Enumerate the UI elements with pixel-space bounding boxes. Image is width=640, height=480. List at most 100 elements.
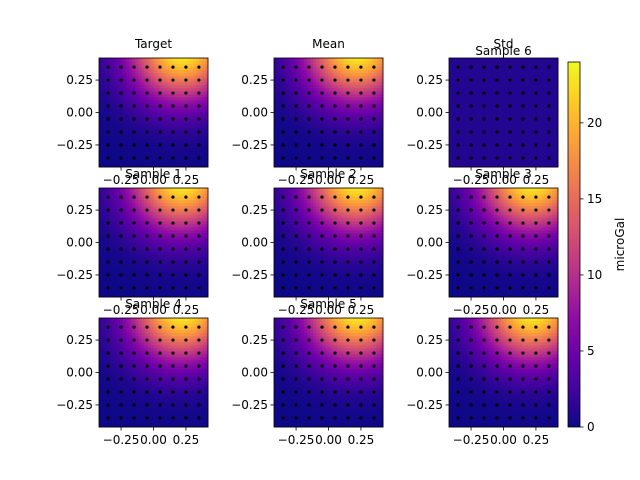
heatmap-cell	[198, 136, 203, 141]
heatmap-cell	[539, 157, 544, 162]
heatmap-cell	[165, 227, 170, 231]
heatmap-cell	[379, 88, 384, 92]
heatmap-cell	[135, 124, 139, 129]
observation-point	[372, 143, 376, 147]
heatmap-cell	[310, 88, 314, 92]
heatmap-cell	[334, 148, 338, 153]
heatmap-cell	[186, 67, 191, 71]
heatmap-cell	[147, 145, 151, 150]
heatmap-cell	[310, 70, 314, 74]
heatmap-cell	[99, 91, 103, 95]
heatmap-cell	[376, 145, 381, 150]
heatmap-cell	[367, 157, 372, 162]
heatmap-cell	[153, 212, 157, 216]
heatmap-cell	[117, 103, 121, 107]
heatmap-cell	[509, 115, 513, 119]
heatmap-cell	[114, 191, 118, 195]
heatmap-cell	[99, 212, 103, 216]
heatmap-cell	[129, 215, 133, 219]
heatmap-cell	[289, 139, 293, 144]
heatmap-cell	[319, 115, 323, 119]
heatmap-cell	[165, 64, 170, 68]
heatmap-cell	[111, 293, 115, 298]
heatmap-cell	[126, 73, 130, 77]
observation-point	[495, 65, 499, 69]
heatmap-cell	[180, 97, 185, 101]
heatmap-cell	[150, 136, 154, 141]
heatmap-cell	[370, 157, 375, 162]
heatmap-cell	[328, 79, 332, 83]
heatmap-cell	[168, 215, 173, 219]
heatmap-cell	[506, 115, 510, 119]
heatmap-cell	[542, 148, 547, 153]
heatmap-cell	[105, 230, 109, 234]
heatmap-cell	[491, 121, 495, 126]
heatmap-cell	[506, 61, 510, 65]
heatmap-cell	[449, 73, 453, 77]
heatmap-cell	[467, 58, 471, 62]
observation-point	[534, 117, 538, 121]
heatmap-cell	[135, 200, 139, 204]
heatmap-cell	[521, 67, 526, 71]
heatmap-cell	[120, 200, 124, 204]
heatmap-cell	[545, 157, 550, 162]
heatmap-cell	[331, 112, 335, 116]
heatmap-cell	[455, 97, 459, 101]
heatmap-cell	[328, 64, 332, 68]
heatmap-cell	[150, 200, 154, 204]
heatmap-cell	[295, 151, 299, 156]
observation-point	[372, 156, 376, 160]
heatmap-cell	[132, 88, 136, 92]
heatmap-cell	[289, 112, 293, 116]
heatmap-cell	[358, 88, 363, 92]
heatmap-cell	[156, 154, 160, 159]
heatmap-cell	[370, 124, 375, 129]
heatmap-cell	[319, 106, 323, 110]
heatmap-cell	[470, 76, 474, 80]
heatmap-cell	[120, 124, 124, 129]
heatmap-cell	[138, 233, 142, 237]
heatmap-cell	[304, 127, 308, 132]
heatmap-cell	[114, 245, 118, 249]
heatmap-cell	[108, 109, 112, 113]
heatmap-cell	[198, 64, 203, 68]
heatmap-cell	[165, 248, 170, 252]
heatmap-cell	[165, 239, 170, 243]
heatmap-cell	[114, 281, 118, 286]
heatmap-cell	[298, 121, 302, 126]
heatmap-cell	[503, 151, 507, 156]
heatmap-cell	[183, 139, 188, 144]
heatmap-cell	[144, 236, 148, 240]
heatmap-cell	[467, 136, 471, 141]
heatmap-cell	[105, 284, 109, 289]
heatmap-cell	[150, 242, 154, 246]
heatmap-cell	[198, 118, 203, 122]
observation-point	[495, 156, 499, 160]
heatmap-cell	[162, 85, 167, 89]
heatmap-cell	[461, 112, 465, 116]
heatmap-cell	[467, 76, 471, 80]
heatmap-cell	[150, 236, 154, 240]
heatmap-cell	[99, 121, 103, 126]
heatmap-cell	[322, 94, 326, 98]
heatmap-cell	[102, 103, 106, 107]
heatmap-cell	[186, 82, 191, 86]
heatmap-cell	[153, 284, 157, 289]
heatmap-cell	[156, 209, 160, 213]
heatmap-cell	[277, 115, 281, 119]
heatmap-cell	[325, 79, 329, 83]
heatmap-cell	[286, 97, 290, 101]
heatmap-cell	[524, 106, 529, 110]
heatmap-cell	[132, 124, 136, 129]
heatmap-cell	[132, 206, 136, 210]
heatmap-cell	[307, 109, 311, 113]
heatmap-cell	[283, 58, 287, 62]
heatmap-cell	[168, 148, 173, 153]
heatmap-cell	[322, 130, 326, 135]
heatmap-cell	[488, 73, 492, 77]
heatmap-cell	[162, 61, 167, 65]
heatmap-cell	[497, 133, 501, 138]
heatmap-cell	[286, 67, 290, 71]
heatmap-cell	[358, 145, 363, 150]
heatmap-cell	[105, 203, 109, 207]
